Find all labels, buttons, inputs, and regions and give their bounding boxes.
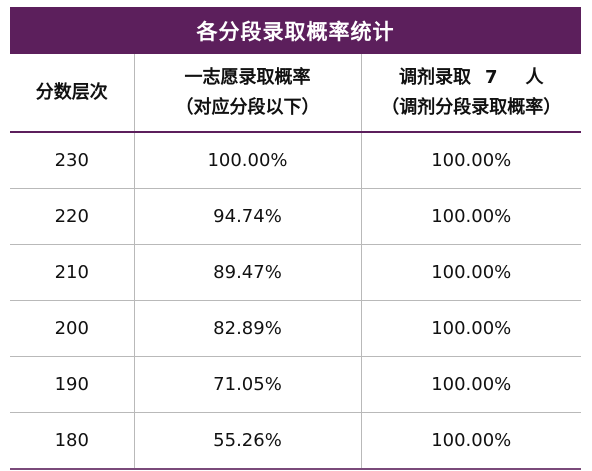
cell-adjusted: 100.00% [360,132,581,189]
cell-score: 190 [10,356,134,413]
table-row: 210 89.47% 100.00% [10,244,581,301]
header-first-choice-line2: （对应分段以下） [175,96,320,118]
header-adjusted-count: 7 [484,66,498,88]
table-row: 180 55.26% 100.00% [10,412,581,470]
cell-score: 210 [10,244,134,301]
table-title: 各分段录取概率统计 [10,7,581,54]
header-adjusted-line2: （调剂分段录取概率） [381,96,562,118]
cell-adjusted: 100.00% [360,244,581,301]
cell-adjusted: 100.00% [360,300,581,357]
cell-adjusted: 100.00% [360,412,581,470]
header-first-choice-line1: 一志愿录取概率 [184,66,311,88]
cell-first-choice: 94.74% [133,188,361,245]
table-row: 220 94.74% 100.00% [10,188,581,245]
table-row: 230 100.00% 100.00% [10,132,581,189]
admission-probability-table-container: 各分段录取概率统计 分数层次 一志愿录取概率 （对应分段以下） 调剂录取 7 人 （… [10,7,581,470]
cell-adjusted: 100.00% [360,188,581,245]
header-row: 分数层次 一志愿录取概率 （对应分段以下） 调剂录取 7 人 （调剂分段录取概率） [10,54,582,133]
header-score-level: 分数层次 [10,54,134,133]
table-row: 190 71.05% 100.00% [10,356,581,413]
title-row: 各分段录取概率统计 [10,7,581,54]
cell-first-choice: 100.00% [133,132,361,189]
header-adjusted-line1: 调剂录取 7 人 [362,63,582,93]
table-row: 200 82.89% 100.00% [10,300,581,357]
cell-score: 220 [10,188,134,245]
cell-first-choice: 71.05% [133,356,361,413]
header-adjusted-prefix: 调剂录取 [398,66,471,88]
cell-score: 200 [10,300,134,357]
cell-first-choice: 89.47% [133,244,361,301]
cell-adjusted: 100.00% [360,356,581,413]
header-adjusted-suffix: 人 [525,66,544,88]
cell-first-choice: 55.26% [133,412,361,470]
admission-probability-table: 各分段录取概率统计 分数层次 一志愿录取概率 （对应分段以下） 调剂录取 7 人 （… [10,7,581,470]
header-first-choice: 一志愿录取概率 （对应分段以下） [133,54,361,133]
cell-first-choice: 82.89% [133,300,361,357]
cell-score: 180 [10,412,134,470]
header-adjusted: 调剂录取 7 人 （调剂分段录取概率） [360,54,582,133]
cell-score: 230 [10,132,134,189]
